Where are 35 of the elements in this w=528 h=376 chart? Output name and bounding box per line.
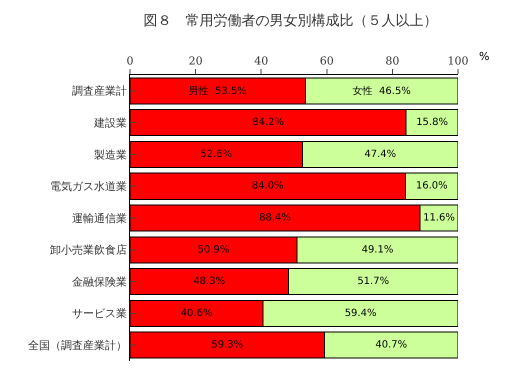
data-label: 40.6% <box>180 308 212 319</box>
y-tick-label: 調査産業計 <box>72 84 127 98</box>
data-label: 15.8% <box>416 117 448 128</box>
y-tick-label: 卸小売業飲食店 <box>50 244 127 257</box>
x-tick-label: 100 <box>448 54 468 68</box>
y-tick-label: 全国（調査産業計） <box>28 338 127 352</box>
y-tick-label: 電気ガス水道業 <box>50 180 127 194</box>
data-label: 52.6% <box>200 148 232 160</box>
x-tick-label: 80 <box>385 54 400 68</box>
data-label: 11.6% <box>423 212 455 224</box>
data-label: 50.9% <box>198 244 230 256</box>
data-label: 16.0% <box>416 180 448 192</box>
data-label: 40.7% <box>375 340 408 351</box>
x-tick-label: 60 <box>320 54 334 68</box>
x-tick-label: 20 <box>188 54 203 68</box>
chart-title: 図８ 常用労働者の男女別構成比（５人以上） <box>143 12 438 29</box>
data-label: 男性 53.5% <box>188 84 247 97</box>
data-label: 48.3% <box>193 276 226 288</box>
data-label: 88.4% <box>259 212 291 224</box>
data-label: 59.3% <box>211 340 244 351</box>
data-label: 59.4% <box>344 308 376 319</box>
y-tick-label: 運輸通信業 <box>72 212 127 225</box>
data-label: 51.7% <box>357 276 390 288</box>
y-tick-label: サービス業 <box>72 307 127 320</box>
y-tick-label: 金融保険業 <box>72 275 127 288</box>
y-tick-label: 建設業 <box>92 116 127 130</box>
x-axis-title: % <box>479 50 490 63</box>
data-label: 49.1% <box>362 244 394 256</box>
data-label: 84.2% <box>252 117 284 128</box>
x-tick-label: 0 <box>126 54 134 68</box>
y-tick-label: 製造業 <box>94 148 127 162</box>
x-tick-label: 40 <box>254 54 268 68</box>
data-label: 女性 46.5% <box>352 84 411 97</box>
data-label: 47.4% <box>364 148 396 160</box>
data-label: 84.0% <box>252 180 284 192</box>
